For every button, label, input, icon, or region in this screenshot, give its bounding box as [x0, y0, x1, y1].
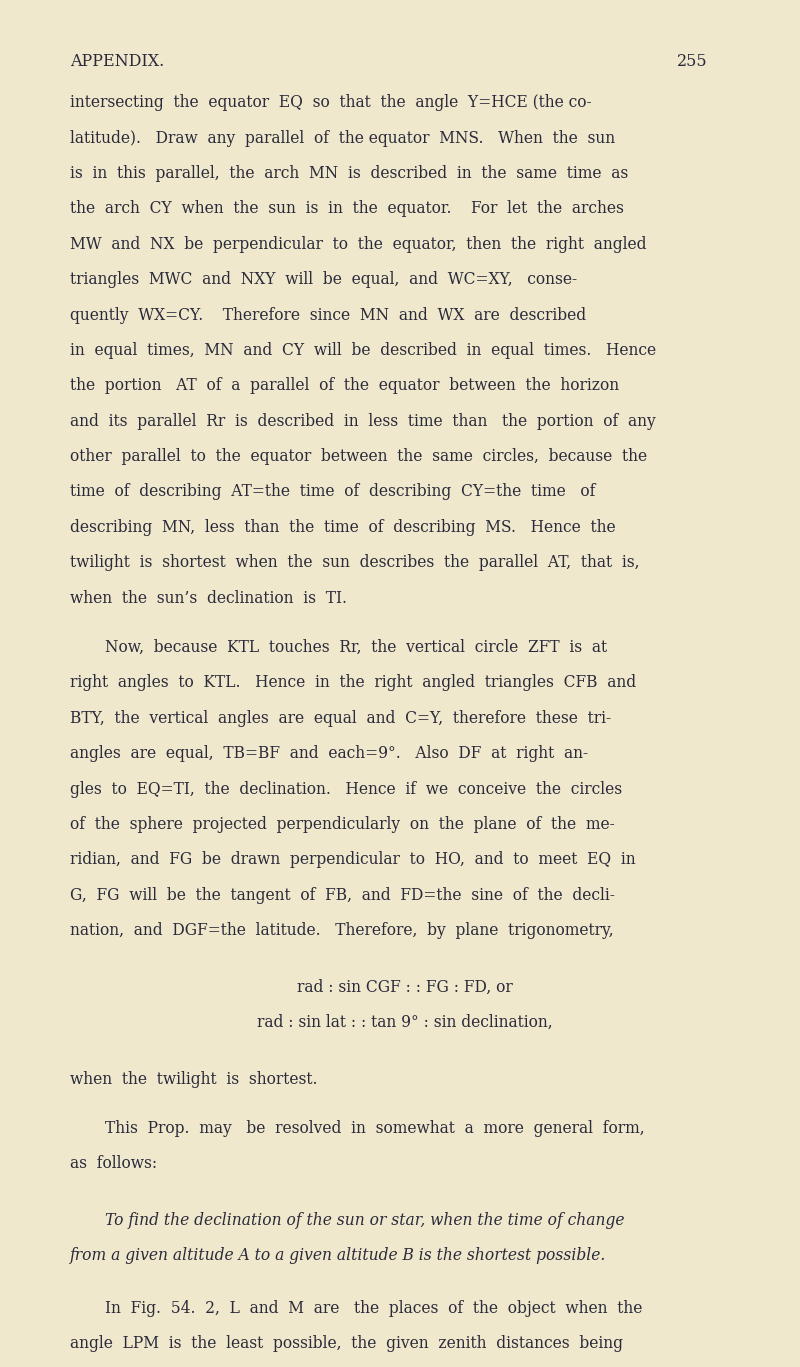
Text: Now,  because  KTL  touches  Rr,  the  vertical  circle  ZFT  is  at: Now, because KTL touches Rr, the vertica… — [105, 638, 607, 656]
Text: from a given altitude A to a given altitude B is the shortest possible.: from a given altitude A to a given altit… — [70, 1248, 606, 1264]
Text: when  the  twilight  is  shortest.: when the twilight is shortest. — [70, 1070, 318, 1088]
Text: quently  WX=CY.    Therefore  since  MN  and  WX  are  described: quently WX=CY. Therefore since MN and WX… — [70, 306, 586, 324]
Text: time  of  describing  AT=the  time  of  describing  CY=the  time   of: time of describing AT=the time of descri… — [70, 484, 595, 500]
Text: other  parallel  to  the  equator  between  the  same  circles,  because  the: other parallel to the equator between th… — [70, 448, 647, 465]
Text: twilight  is  shortest  when  the  sun  describes  the  parallel  AT,  that  is,: twilight is shortest when the sun descri… — [70, 554, 639, 571]
Text: BTY,  the  vertical  angles  are  equal  and  C=Y,  therefore  these  tri-: BTY, the vertical angles are equal and C… — [70, 709, 611, 727]
Text: rad : sin CGF : : FG : FD, or: rad : sin CGF : : FG : FD, or — [297, 979, 513, 995]
Text: APPENDIX.: APPENDIX. — [70, 53, 164, 70]
Text: when  the  sun’s  declination  is  TI.: when the sun’s declination is TI. — [70, 589, 347, 607]
Text: intersecting  the  equator  EQ  so  that  the  angle  Y=HCE (the co-: intersecting the equator EQ so that the … — [70, 94, 592, 111]
Text: gles  to  EQ=TI,  the  declination.   Hence  if  we  conceive  the  circles: gles to EQ=TI, the declination. Hence if… — [70, 781, 622, 797]
Text: latitude).   Draw  any  parallel  of  the equator  MNS.   When  the  sun: latitude). Draw any parallel of the equa… — [70, 130, 615, 146]
Text: as  follows:: as follows: — [70, 1155, 157, 1173]
Text: right  angles  to  KTL.   Hence  in  the  right  angled  triangles  CFB  and: right angles to KTL. Hence in the right … — [70, 674, 636, 692]
Text: 255: 255 — [678, 53, 708, 70]
Text: the  arch  CY  when  the  sun  is  in  the  equator.    For  let  the  arches: the arch CY when the sun is in the equat… — [70, 201, 624, 217]
Text: the  portion   AT  of  a  parallel  of  the  equator  between  the  horizon: the portion AT of a parallel of the equa… — [70, 377, 619, 394]
Text: G,  FG  will  be  the  tangent  of  FB,  and  FD=the  sine  of  the  decli-: G, FG will be the tangent of FB, and FD=… — [70, 887, 615, 904]
Text: angle  LPM  is  the  least  possible,  the  given  zenith  distances  being: angle LPM is the least possible, the giv… — [70, 1336, 623, 1352]
Text: ridian,  and  FG  be  drawn  perpendicular  to  HO,  and  to  meet  EQ  in: ridian, and FG be drawn perpendicular to… — [70, 852, 636, 868]
Text: of  the  sphere  projected  perpendicularly  on  the  plane  of  the  me-: of the sphere projected perpendicularly … — [70, 816, 614, 833]
Text: describing  MN,  less  than  the  time  of  describing  MS.   Hence  the: describing MN, less than the time of des… — [70, 519, 616, 536]
Text: To find the declination of the sun or star, when the time of change: To find the declination of the sun or st… — [105, 1213, 625, 1229]
Text: and  its  parallel  Rr  is  described  in  less  time  than   the  portion  of  : and its parallel Rr is described in less… — [70, 413, 656, 429]
Text: In  Fig.  54.  2,  L  and  M  are   the  places  of  the  object  when  the: In Fig. 54. 2, L and M are the places of… — [105, 1300, 642, 1316]
Text: MW  and  NX  be  perpendicular  to  the  equator,  then  the  right  angled: MW and NX be perpendicular to the equato… — [70, 236, 646, 253]
Text: angles  are  equal,  TB=BF  and  each=9°.   Also  DF  at  right  an-: angles are equal, TB=BF and each=9°. Als… — [70, 745, 588, 763]
Text: in  equal  times,  MN  and  CY  will  be  described  in  equal  times.   Hence: in equal times, MN and CY will be descri… — [70, 342, 656, 360]
Text: nation,  and  DGF=the  latitude.   Therefore,  by  plane  trigonometry,: nation, and DGF=the latitude. Therefore,… — [70, 921, 614, 939]
Text: triangles  MWC  and  NXY  will  be  equal,  and  WC=XY,   conse-: triangles MWC and NXY will be equal, and… — [70, 271, 577, 288]
Text: rad : sin lat : : tan 9° : sin declination,: rad : sin lat : : tan 9° : sin declinati… — [257, 1014, 553, 1031]
Text: This  Prop.  may   be  resolved  in  somewhat  a  more  general  form,: This Prop. may be resolved in somewhat a… — [105, 1120, 645, 1137]
Text: is  in  this  parallel,  the  arch  MN  is  described  in  the  same  time  as: is in this parallel, the arch MN is desc… — [70, 165, 628, 182]
